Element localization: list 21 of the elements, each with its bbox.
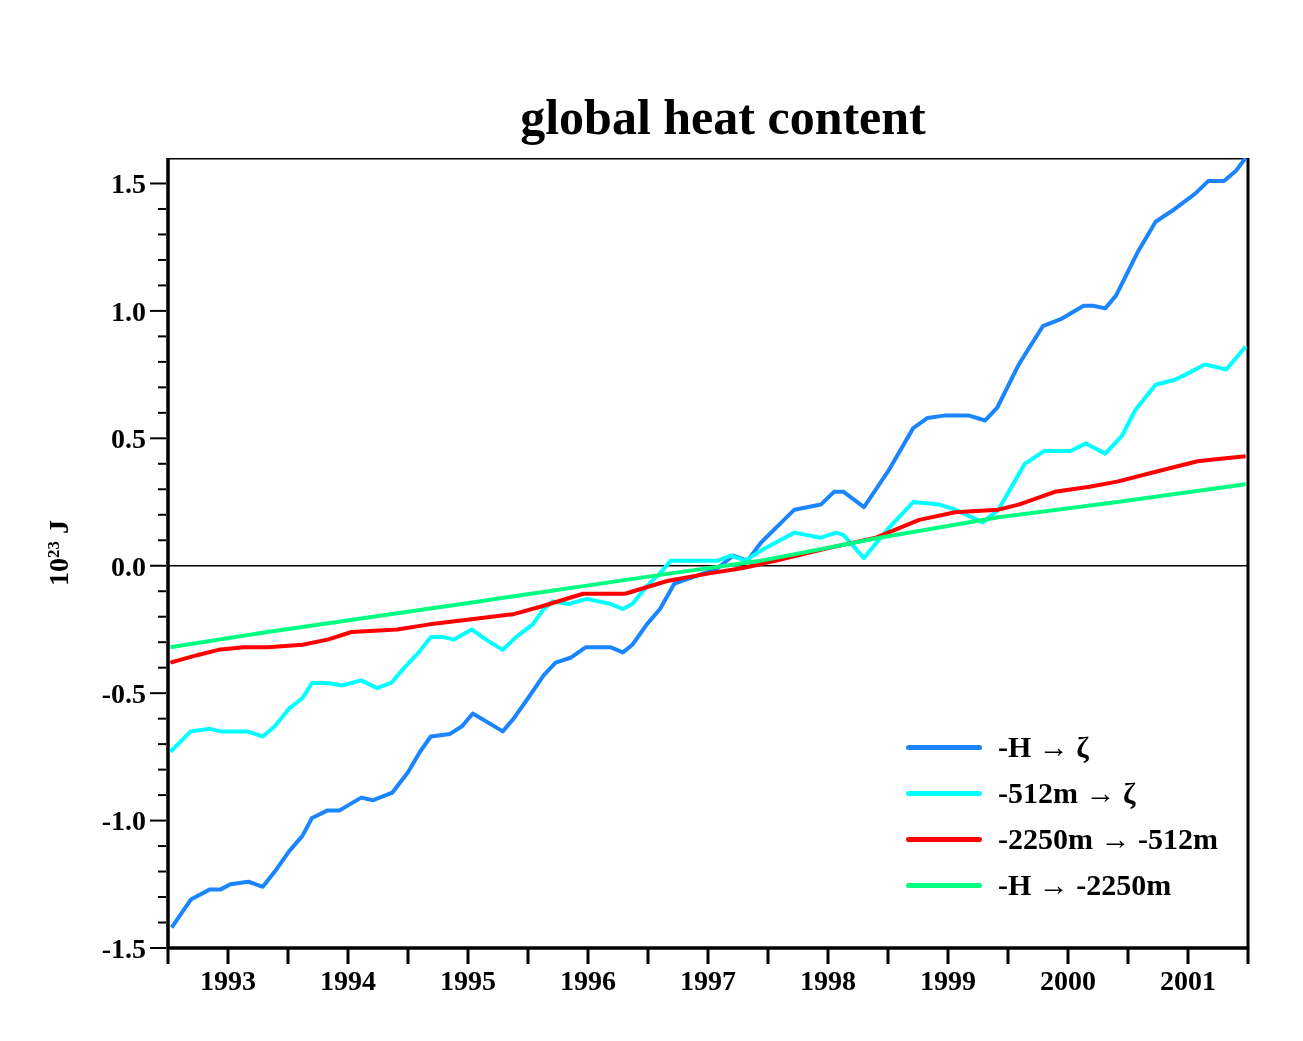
y-tick-label: -1.0 [101,805,146,837]
y-tick-label: 0.5 [111,423,146,455]
y-tick-label: -1.5 [101,932,146,964]
y-tick-label: 0.0 [111,550,146,582]
x-tick-label: 1996 [560,965,616,996]
chart-title: global heat content [519,88,927,147]
x-tick-label: 1994 [320,965,376,996]
x-tick-label: 1998 [800,965,856,996]
x-tick-label: 1999 [920,965,976,996]
y-tick-label: 1.5 [111,168,146,200]
legend-label: -H → -2250m [998,868,1172,902]
legend-label: -H → ζ [998,730,1089,764]
legend-label: -512m → ζ [998,776,1136,810]
x-tick-label: 1993 [200,965,256,996]
legend-label: -2250m → -512m [998,822,1218,856]
x-tick-label: 2000 [1040,965,1096,996]
x-tick-label: 1995 [440,965,496,996]
x-tick-label: 2001 [1160,965,1216,996]
y-tick-label: 1.0 [111,295,146,327]
x-tick-label: 1997 [680,965,736,996]
y-tick-label: -0.5 [101,677,146,709]
